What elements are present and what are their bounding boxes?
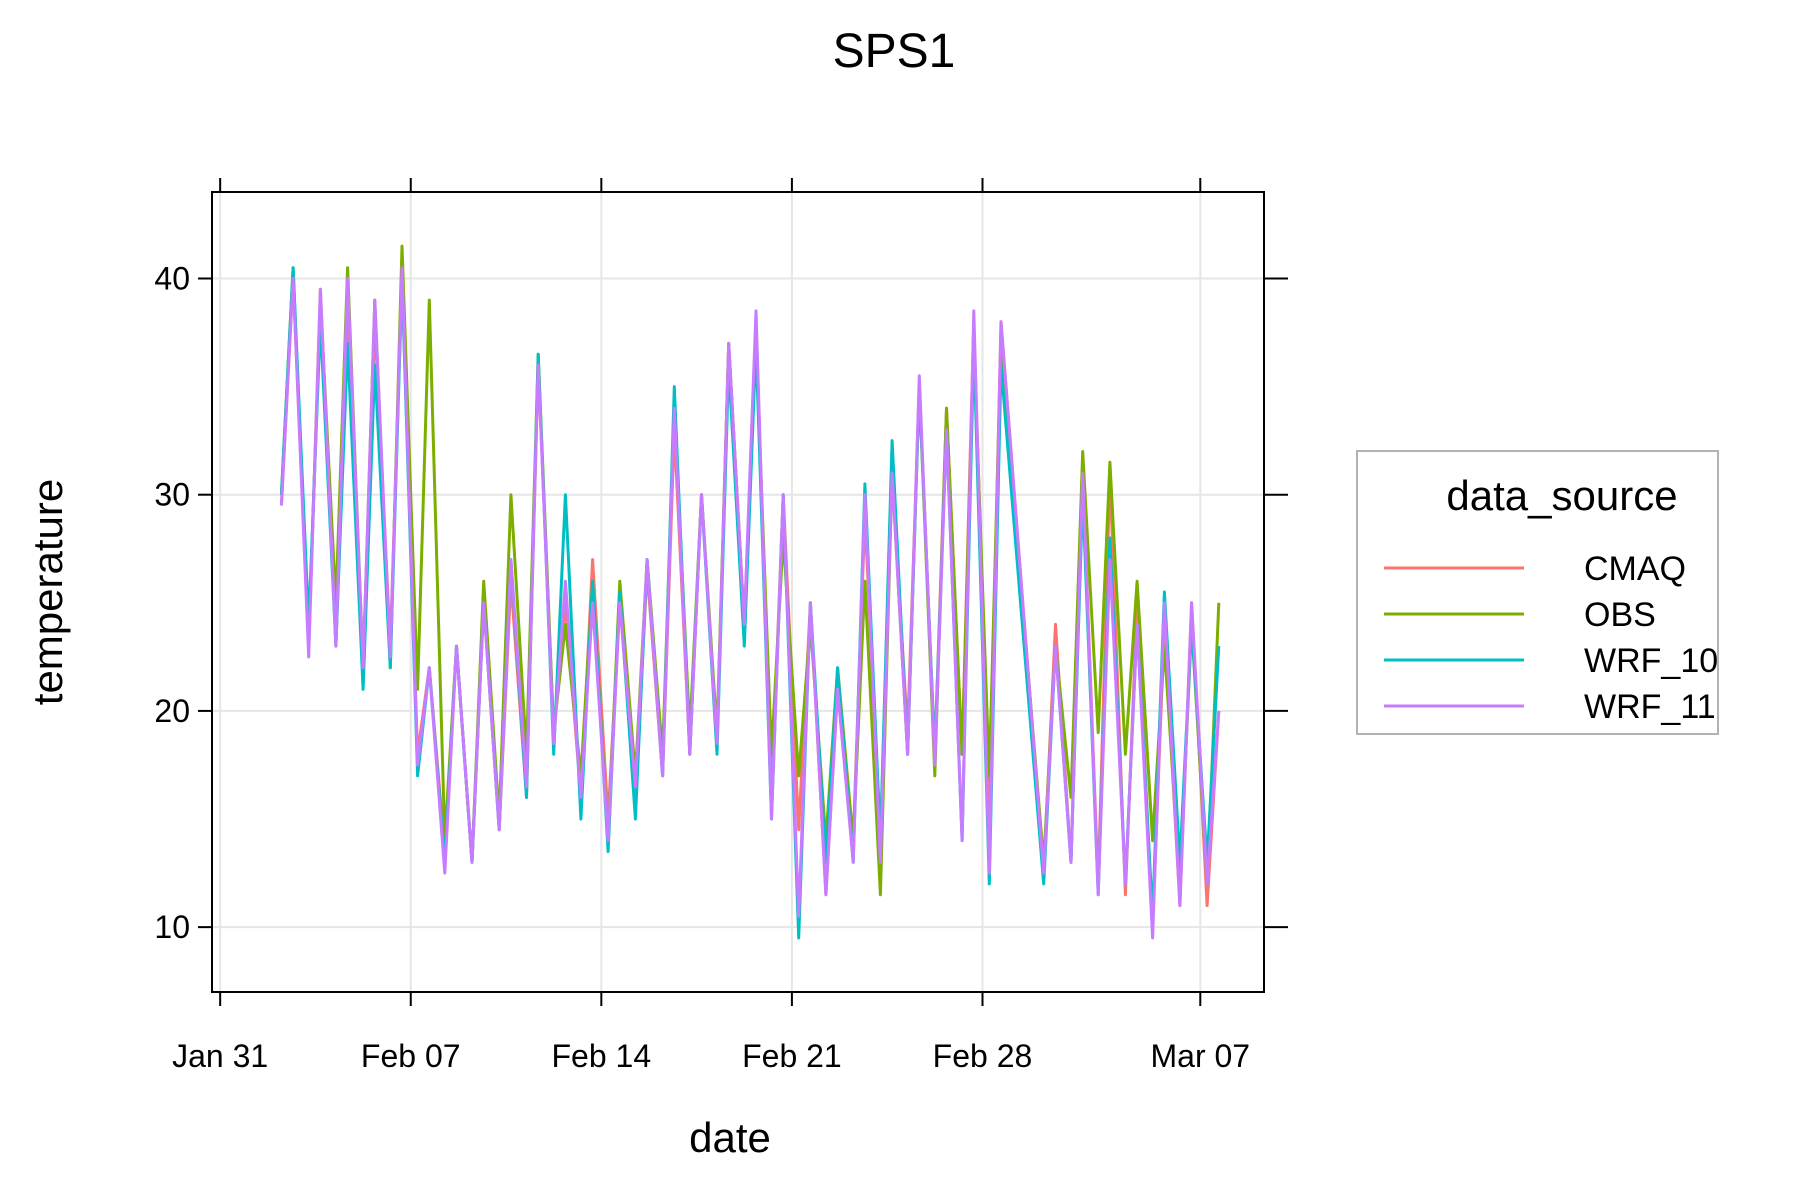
legend: data_source CMAQ OBS WRF_10 WRF_11 [1356,450,1719,735]
legend-title: data_source [1446,472,1677,519]
series-lines [279,244,1221,940]
plot-panel-border [211,191,1265,993]
x-axis-title: date [689,1114,771,1161]
legend-box [1356,450,1719,735]
x-tick-label: Feb 21 [742,1038,842,1074]
y-tick-label: 10 [154,909,190,945]
x-tick-label: Jan 31 [172,1038,268,1074]
y-tick-label: 20 [154,693,190,729]
legend-items: CMAQ OBS WRF_10 WRF_11 [1384,550,1718,726]
x-tick-label: Feb 07 [361,1038,461,1074]
x-tick-label: Feb 14 [552,1038,652,1074]
chart-title: SPS1 [833,25,956,78]
series-line-wrf_11 [279,266,1221,940]
y-axis-title: temperature [24,479,71,705]
x-tick-label: Feb 28 [933,1038,1033,1074]
axes: Jan 31 Feb 07 Feb 14 Feb 21 Feb 28 Mar 07 10 20… [154,178,1288,1074]
y-tick-label: 30 [154,477,190,513]
legend-label: CMAQ [1584,550,1686,588]
legend-label: WRF_10 [1584,642,1718,680]
x-tick-label: Mar 07 [1150,1038,1250,1074]
legend-label: OBS [1584,596,1656,634]
y-tick-label: 40 [154,260,190,296]
legend-label: WRF_11 [1584,688,1716,726]
